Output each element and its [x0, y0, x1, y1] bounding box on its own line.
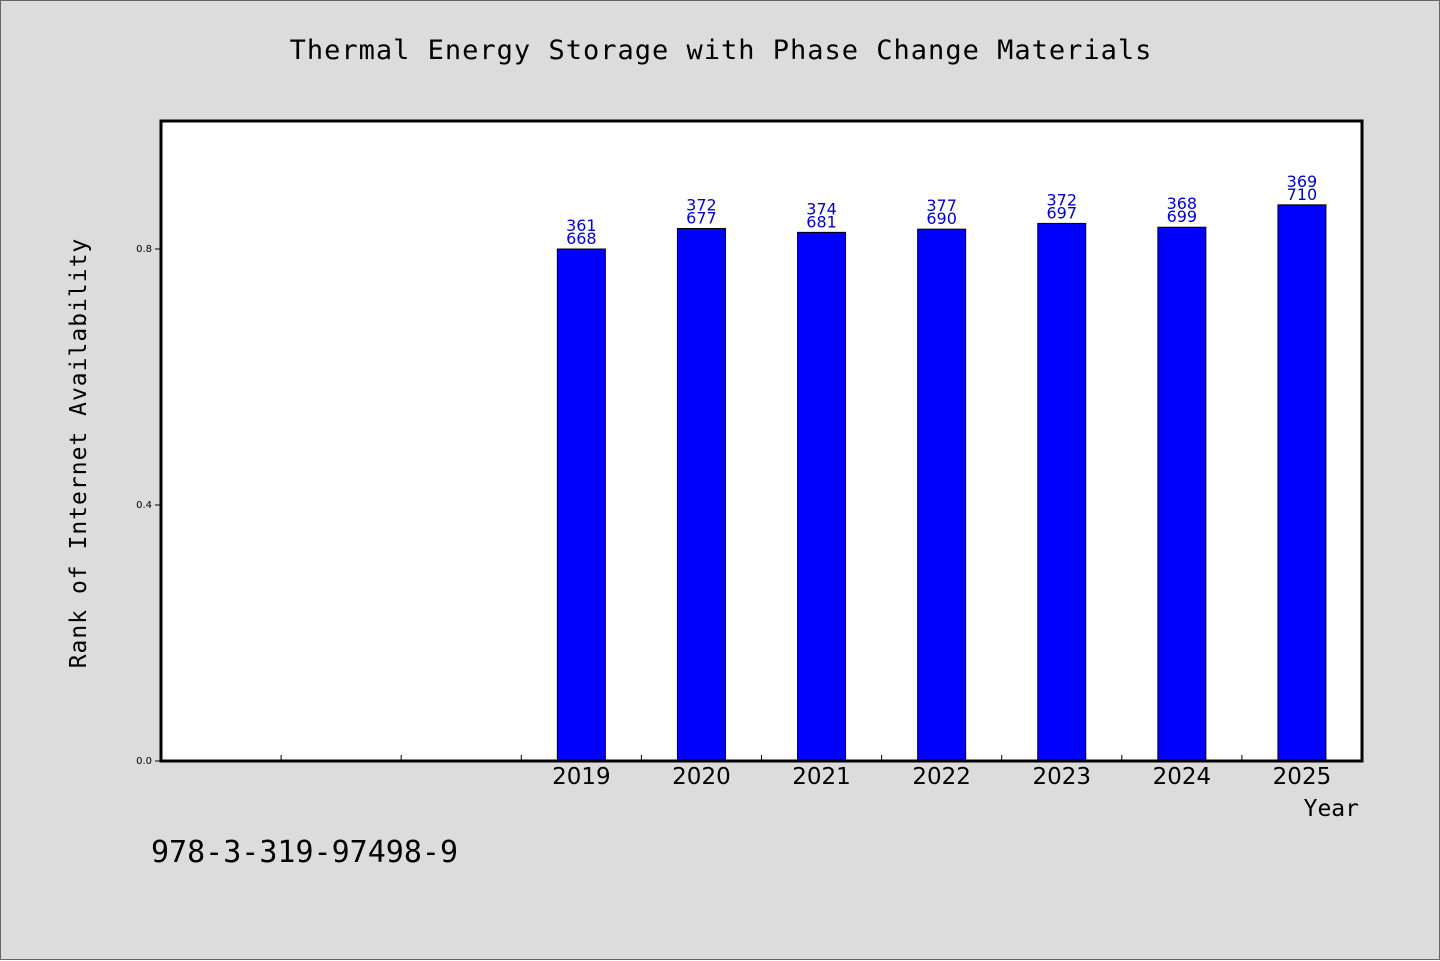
bar-label-bottom: 699 [1167, 207, 1198, 226]
x-tick-label: 2021 [792, 764, 851, 790]
chart-title: Thermal Energy Storage with Phase Change… [289, 35, 1153, 66]
bar [797, 231, 847, 762]
x-axis-label: Year [1303, 796, 1359, 822]
bar-label-top: 361 [566, 216, 597, 235]
y-tick-label: 0.8 [136, 244, 152, 255]
bar-label-bottom: 697 [1046, 203, 1077, 222]
bar-label-bottom: 710 [1287, 185, 1318, 204]
x-tick-label: 2025 [1273, 764, 1332, 790]
bar-label-top: 374 [806, 199, 837, 218]
bar [556, 248, 606, 762]
y-tick-label: 0.0 [136, 756, 152, 767]
bar-label-top: 368 [1167, 194, 1198, 213]
plot-frame [159, 119, 1364, 763]
bar [676, 228, 726, 762]
bar [917, 228, 967, 762]
isbn-label: 978-3-319-97498-9 [151, 835, 459, 870]
bar-label-top: 372 [686, 196, 717, 215]
bar [1157, 226, 1207, 762]
bar-label-top: 377 [926, 196, 957, 215]
bar-label-top: 369 [1287, 172, 1318, 191]
x-tick-label: 2022 [912, 764, 971, 790]
x-tick-label: 2024 [1153, 764, 1212, 790]
y-tick-label: 0.4 [136, 500, 152, 511]
bar [1277, 204, 1327, 762]
bar-label-bottom: 681 [806, 212, 837, 231]
x-tick-label: 2023 [1032, 764, 1091, 790]
x-tick-label: 2019 [552, 764, 611, 790]
bar-label-bottom: 690 [926, 209, 957, 228]
bar-label-bottom: 668 [566, 229, 597, 248]
bar [1037, 222, 1087, 762]
bar-label-top: 372 [1046, 190, 1077, 209]
bar-label-bottom: 677 [686, 209, 717, 228]
x-tick-label: 2020 [672, 764, 731, 790]
